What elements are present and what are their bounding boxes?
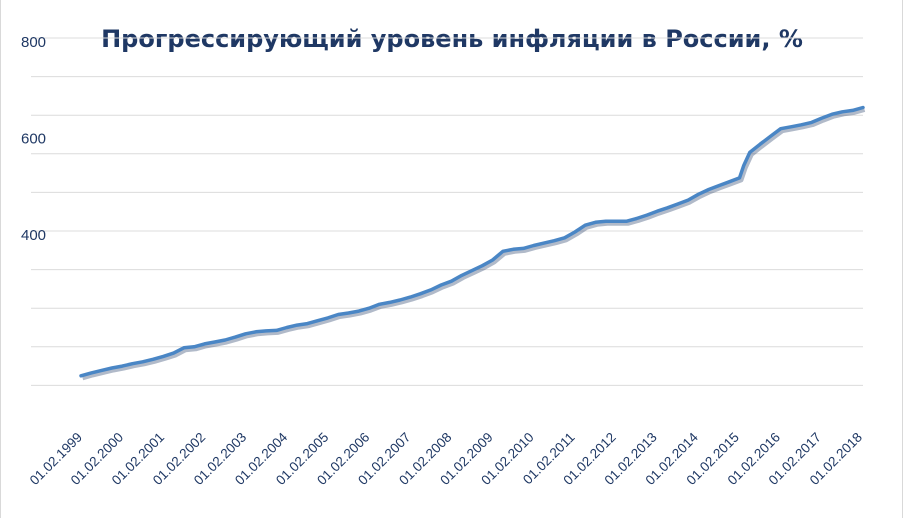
y-axis-tick-labels: 400 600 800 [21, 34, 46, 244]
y-tick-label: 600 [21, 131, 46, 148]
x-axis-tick-labels: 01.02.199901.02.200001.02.200101.02.2002… [27, 429, 865, 488]
series-line [79, 105, 865, 378]
series-line-shadow [81, 107, 866, 381]
chart-title: Прогрессирующий уровень инфляции в Росси… [101, 25, 803, 53]
y-tick-label: 800 [21, 34, 46, 51]
gridlines [31, 37, 863, 386]
y-tick-label: 400 [21, 227, 46, 244]
series-layer [79, 105, 866, 381]
